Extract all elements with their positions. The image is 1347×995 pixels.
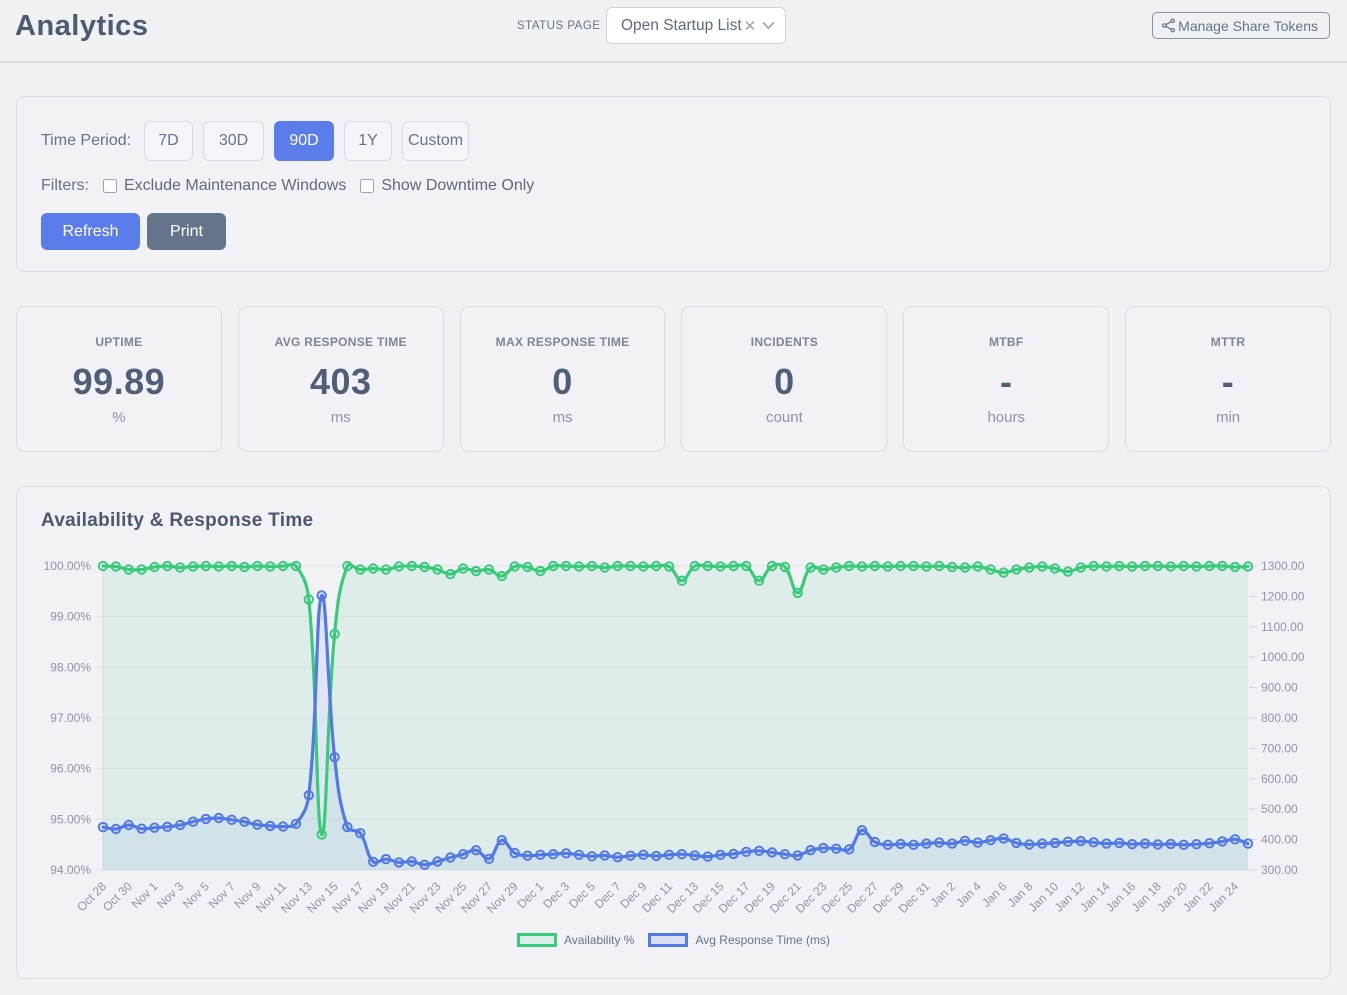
svg-text:Nov 3: Nov 3 — [154, 879, 186, 911]
svg-text:1300.00: 1300.00 — [1261, 559, 1305, 573]
svg-text:1200.00: 1200.00 — [1261, 589, 1305, 603]
svg-text:Jan 4: Jan 4 — [953, 879, 984, 910]
svg-text:Oct 30: Oct 30 — [100, 879, 135, 914]
svg-text:Nov 5: Nov 5 — [180, 879, 212, 911]
svg-text:Dec 1: Dec 1 — [514, 879, 546, 911]
svg-text:95.00%: 95.00% — [50, 812, 91, 826]
svg-text:1100.00: 1100.00 — [1261, 620, 1304, 634]
svg-text:Jan 2: Jan 2 — [928, 879, 959, 910]
svg-text:Nov 7: Nov 7 — [206, 879, 238, 911]
svg-text:500.00: 500.00 — [1261, 802, 1298, 816]
svg-text:Jan 24: Jan 24 — [1206, 879, 1242, 915]
svg-text:99.00%: 99.00% — [50, 610, 91, 624]
svg-text:900.00: 900.00 — [1261, 681, 1298, 695]
svg-text:97.00%: 97.00% — [50, 711, 91, 725]
svg-text:300.00: 300.00 — [1261, 863, 1298, 877]
svg-text:700.00: 700.00 — [1261, 741, 1298, 755]
svg-text:Jan 6: Jan 6 — [979, 879, 1010, 910]
svg-text:Dec 7: Dec 7 — [592, 879, 624, 911]
svg-text:Nov 1: Nov 1 — [129, 879, 161, 911]
svg-text:Dec 3: Dec 3 — [540, 879, 572, 911]
svg-text:600.00: 600.00 — [1261, 772, 1298, 786]
svg-text:Dec 5: Dec 5 — [566, 879, 598, 911]
svg-text:96.00%: 96.00% — [50, 762, 91, 776]
svg-text:98.00%: 98.00% — [50, 660, 91, 674]
svg-text:100.00%: 100.00% — [44, 559, 92, 573]
svg-text:800.00: 800.00 — [1261, 711, 1298, 725]
svg-text:94.00%: 94.00% — [50, 863, 91, 877]
svg-text:400.00: 400.00 — [1261, 833, 1298, 847]
svg-text:1000.00: 1000.00 — [1261, 650, 1305, 664]
